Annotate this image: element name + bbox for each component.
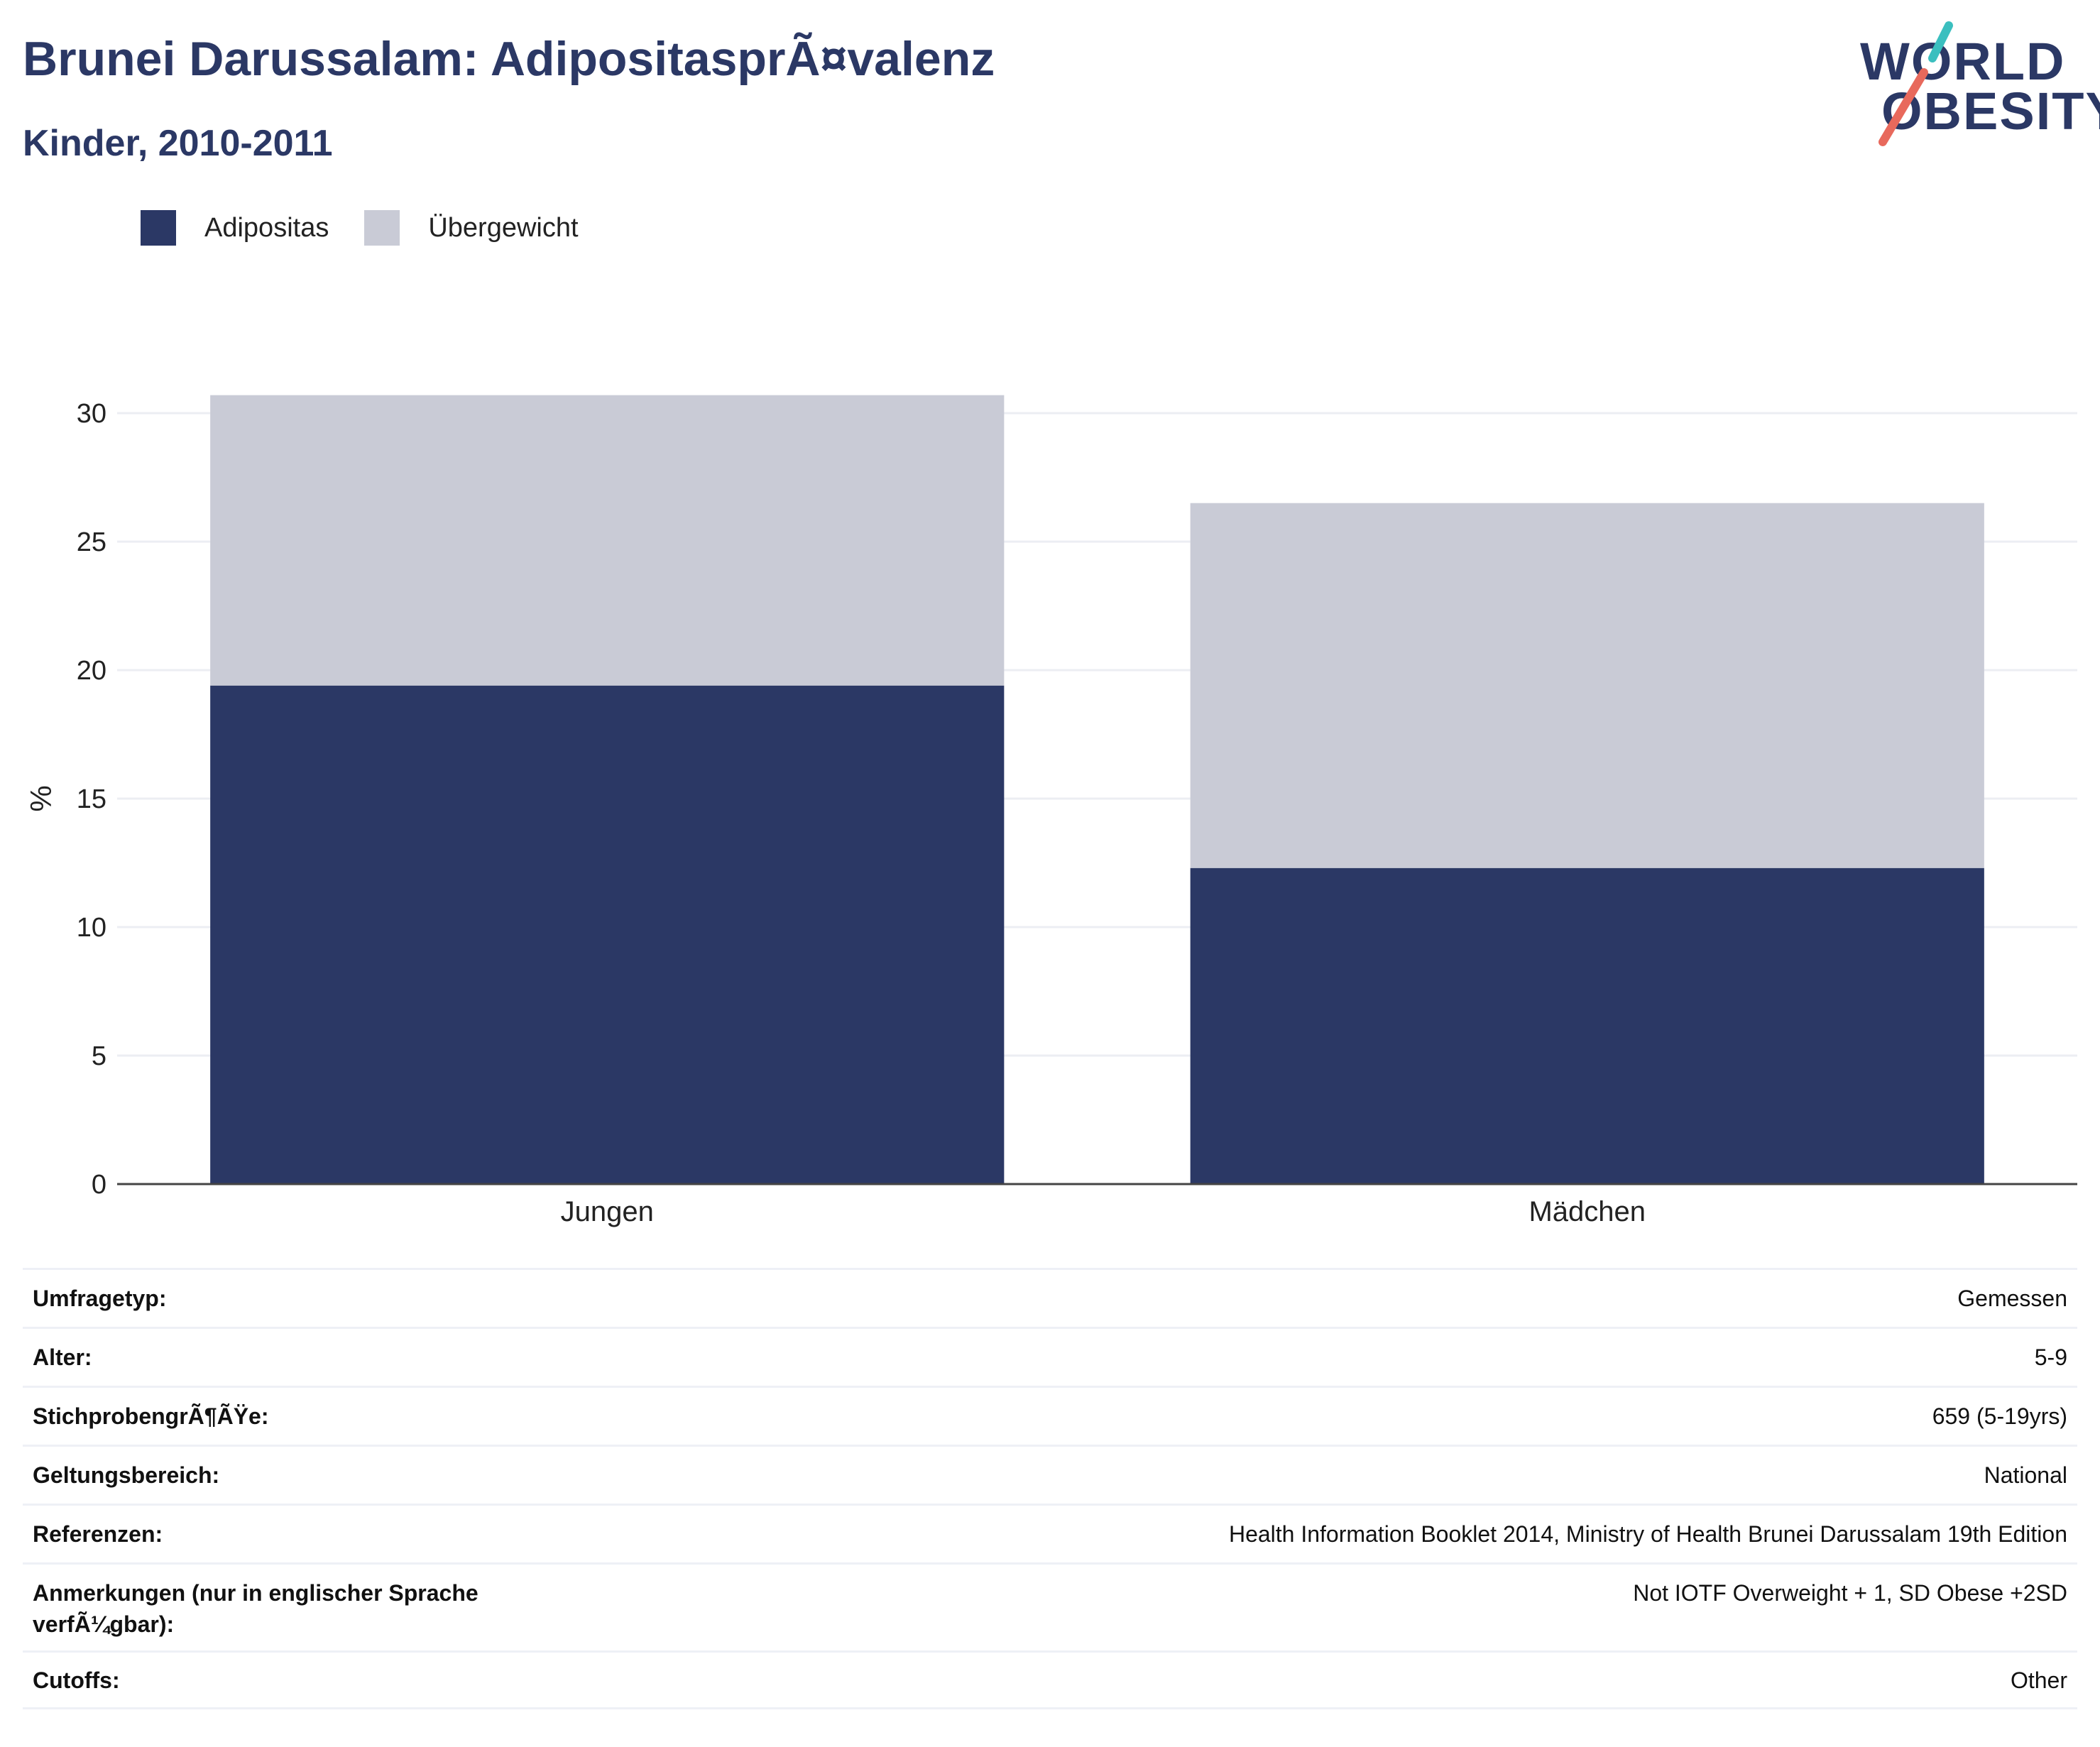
info-row: Alter: 5-9: [23, 1327, 2077, 1386]
legend-swatch-adipositas: [141, 210, 176, 246]
y-axis-label: %: [24, 785, 58, 811]
legend-swatch-uebergewicht: [364, 210, 400, 246]
legend-item-uebergewicht[interactable]: Übergewicht: [364, 210, 579, 246]
logo-text-world: WORLD: [1860, 32, 2066, 91]
y-tick-label: 10: [77, 913, 106, 943]
y-tick-label: 0: [92, 1170, 106, 1200]
y-tick-label: 30: [77, 399, 106, 429]
chart-legend: Adipositas Übergewicht: [141, 210, 614, 246]
info-value: 5-9: [2034, 1345, 2067, 1370]
info-value: Gemessen: [1957, 1286, 2067, 1311]
y-tick-label: 20: [77, 656, 106, 686]
bar-adipositas-0: [210, 685, 1005, 1184]
legend-label: Adipositas: [204, 212, 329, 243]
info-value: Other: [2010, 1667, 2067, 1693]
info-row: Geltungsbereich: National: [23, 1445, 2077, 1504]
info-key: Umfragetyp:: [33, 1286, 167, 1311]
chart-title: Brunei Darussalam: AdipositasprÃ¤valenz: [23, 32, 995, 86]
info-key: Anmerkungen (nur in englischer Sprache v…: [33, 1580, 478, 1637]
info-row: StichprobengrÃ¶ÃŸe: 659 (5-19yrs): [23, 1386, 2077, 1445]
info-row: Anmerkungen (nur in englischer Sprache v…: [23, 1562, 2077, 1650]
info-key: Alter:: [33, 1345, 92, 1370]
chart-subtitle: Kinder, 2010-2011: [23, 123, 333, 164]
info-value: National: [1984, 1462, 2067, 1488]
info-value: Health Information Booklet 2014, Ministr…: [1228, 1521, 2067, 1547]
logo-text-obesity: OBESITY: [1881, 82, 2100, 141]
y-tick-label: 25: [77, 527, 106, 557]
stacked-bar-chart: 0 5 10 15 20 25 30 Jungen Mädchen%: [24, 395, 2077, 1227]
bar-uebergewicht-0: [210, 395, 1005, 686]
info-value: 659 (5-19yrs): [1932, 1403, 2067, 1429]
logo-slash-icon: [1878, 21, 1953, 146]
world-obesity-logo: WORLD OBESITY: [1853, 21, 2100, 156]
info-key: Cutoffs:: [33, 1667, 120, 1693]
legend-item-adipositas[interactable]: Adipositas: [141, 210, 329, 246]
info-key: Referenzen:: [33, 1521, 163, 1547]
x-tick-label: Jungen: [561, 1196, 654, 1227]
info-row: Cutoffs: Other: [23, 1650, 2077, 1709]
legend-label: Übergewicht: [428, 212, 579, 243]
bar-adipositas-1: [1190, 867, 1984, 1184]
y-tick-label: 15: [77, 784, 106, 814]
x-tick-label: Mädchen: [1528, 1196, 1646, 1227]
info-row: Referenzen: Health Information Booklet 20…: [23, 1504, 2077, 1562]
info-key: StichprobengrÃ¶ÃŸe:: [33, 1403, 269, 1429]
y-tick-label: 5: [92, 1041, 106, 1071]
survey-info-table: Umfragetyp: Gemessen Alter: 5-9 Stichprobeng…: [23, 1268, 2077, 1709]
bar-uebergewicht-1: [1190, 503, 1984, 868]
info-row: Umfragetyp: Gemessen: [23, 1268, 2077, 1327]
info-key: Geltungsbereich:: [33, 1462, 220, 1488]
info-value: Not IOTF Overweight + 1, SD Obese +2SD: [1633, 1580, 2067, 1606]
